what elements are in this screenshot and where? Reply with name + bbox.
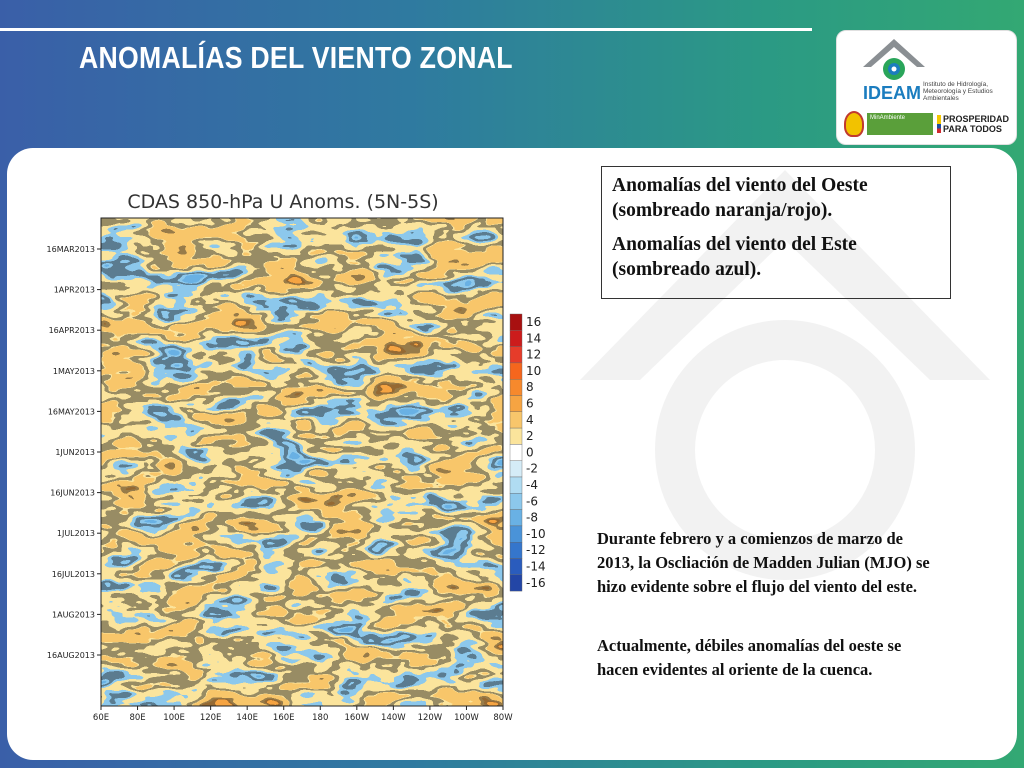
ideam-subtitle: Instituto de Hidrología, Meteorología y … (923, 81, 993, 102)
colorbar-swatch (509, 346, 523, 364)
x-axis: 60E 80E 100E 120E 140E 160E 180 160W 140W 120W 100… (93, 706, 513, 723)
description-text-1: Durante febrero y a comienzos de marzo d… (597, 529, 930, 596)
colorbar-swatch (509, 313, 523, 331)
x-tick-label: 100W (454, 713, 479, 722)
colorbar-label: 16 (526, 315, 541, 329)
ministry-label: MinAmbiente (867, 113, 933, 135)
y-tick-label: 16MAY2013 (48, 407, 95, 416)
description-para-2: Actualmente, débiles anomalías del oeste… (597, 634, 937, 682)
description-para-1: Durante febrero y a comienzos de marzo d… (597, 527, 937, 599)
y-tick-label: 16JUL2013 (52, 570, 95, 579)
legend-line-east: Anomalías del viento del Este (sombreado… (612, 234, 857, 280)
x-tick-label: 120E (200, 713, 222, 722)
colorbar-swatch (509, 493, 523, 510)
colorbar-swatch (509, 574, 523, 592)
colorbar-swatch (509, 460, 523, 478)
y-tick-label: 16APR2013 (49, 326, 95, 335)
colorbar-swatch (509, 411, 523, 429)
zonal-wind-chart: CDAS 850-hPa U Anoms. (5N-5S) 16MAR2013 1… (37, 180, 565, 723)
colombia-flag-icon (937, 115, 941, 133)
x-tick-label: 180 (312, 713, 328, 722)
colorbar-label: -16 (526, 576, 546, 590)
x-tick-label: 100E (163, 713, 185, 722)
y-tick-label: 1JUN2013 (55, 448, 95, 457)
legend-line-west: Anomalías del viento del Oeste (sombread… (612, 175, 868, 221)
x-tick-label: 60E (93, 713, 109, 722)
colorbar-label: -14 (526, 560, 546, 574)
colorbar-swatch (509, 444, 523, 461)
colorbar-label: 14 (526, 331, 541, 345)
title-rule (0, 28, 812, 31)
colorbar-swatch (509, 362, 523, 380)
colorbar-label: 6 (526, 397, 534, 411)
ideam-house-icon (863, 39, 925, 80)
background-watermark-icon (580, 170, 990, 580)
colorbar-label: 0 (526, 445, 534, 459)
colorbar-swatch (509, 395, 523, 412)
plot-frame (100, 217, 504, 707)
x-tick-label: 160W (344, 713, 369, 722)
colombia-crest-icon (844, 111, 864, 137)
y-tick-label: 1JUL2013 (57, 529, 95, 538)
y-tick-label: 1MAY2013 (53, 367, 95, 376)
colorbar-swatch (509, 525, 523, 543)
colorbar-label: 4 (526, 413, 534, 427)
colorbar-label: 10 (526, 364, 541, 378)
y-tick-label: 16AUG2013 (47, 651, 95, 660)
colorbar-label: -6 (526, 494, 538, 508)
colorbar-label: 8 (526, 380, 534, 394)
ideam-logo: IDEAM Instituto de Hidrología, Meteorolo… (836, 30, 1017, 145)
colorbar-swatch (509, 378, 523, 396)
x-tick-label: 140E (236, 713, 258, 722)
y-tick-label: 16MAR2013 (47, 245, 95, 254)
y-tick-label: 1APR2013 (54, 286, 95, 295)
prosperity-label: PROSPERIDAD PARA TODOS (943, 114, 1009, 134)
colorbar-swatch (509, 476, 523, 494)
chart-title: CDAS 850-hPa U Anoms. (5N-5S) (127, 191, 438, 213)
colorbar-label: -10 (526, 527, 546, 541)
colorbar-swatch (509, 542, 523, 559)
chart-svg: CDAS 850-hPa U Anoms. (5N-5S) 16MAR20131… (37, 180, 565, 723)
colorbar-swatch (509, 427, 523, 445)
colorbar-label: 12 (526, 348, 541, 362)
contour-lines (101, 218, 503, 706)
prosperity-line2: PARA TODOS (943, 124, 1002, 134)
colorbar-swatch (509, 509, 523, 527)
colorbar-label: 2 (526, 429, 534, 443)
colorbar-label: -2 (526, 462, 538, 476)
y-axis: 16MAR2013 1APR2013 16APR2013 1MAY2013 16MAY2… (47, 245, 101, 660)
x-tick-label: 80W (493, 713, 513, 722)
legend-text-box: Anomalías del viento del Oeste (sombread… (601, 166, 951, 299)
ideam-name: IDEAM (863, 83, 921, 103)
slide-title: ANOMALÍAS DEL VIENTO ZONAL (79, 40, 513, 75)
x-tick-label: 80E (129, 713, 145, 722)
colorbar-label: -4 (526, 478, 538, 492)
colorbar-label: -8 (526, 511, 538, 525)
colorbar: 16 14 12 10 8 6 4 2 0 -2 -4 -6 -8 -10 -12 -14 -16 (509, 313, 546, 592)
x-tick-label: 160E (273, 713, 295, 722)
colorbar-label: -12 (526, 543, 546, 557)
colorbar-swatch (509, 330, 523, 347)
y-tick-label: 16JUN2013 (50, 489, 95, 498)
x-tick-label: 120W (418, 713, 443, 722)
colorbar-swatch (509, 558, 523, 575)
prosperity-line1: PROSPERIDAD (943, 114, 1010, 124)
x-tick-label: 140W (381, 713, 406, 722)
plot-area (100, 217, 504, 707)
y-tick-label: 1AUG2013 (52, 610, 95, 619)
description-text-2: Actualmente, débiles anomalías del oeste… (597, 636, 902, 679)
